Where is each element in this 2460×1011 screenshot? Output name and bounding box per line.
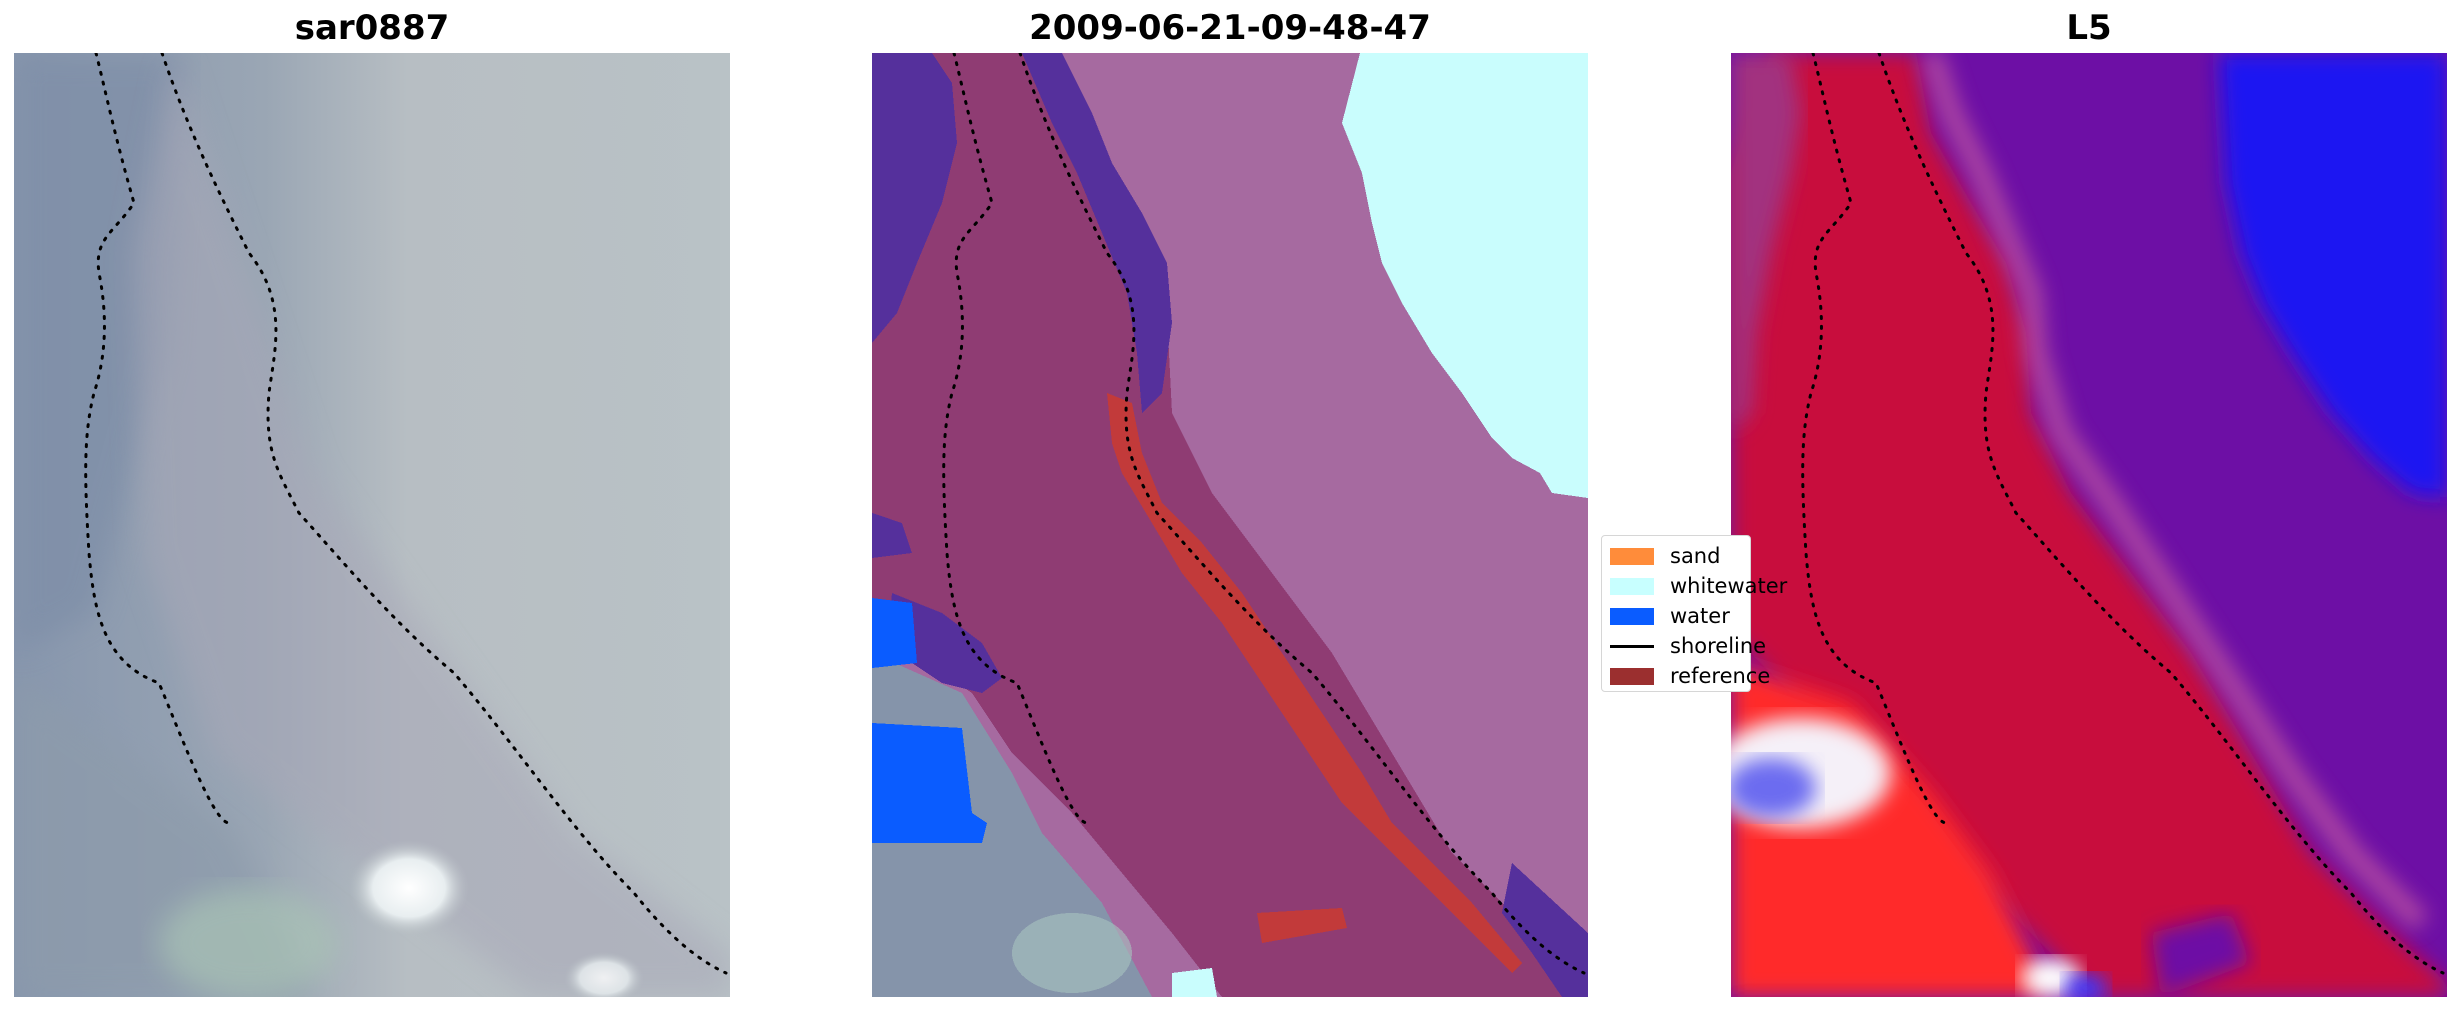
legend-label: reference	[1670, 664, 1771, 688]
reference-line	[1107, 393, 1522, 973]
legend-swatch-reference	[1610, 667, 1654, 685]
legend-item-whitewater: whitewater	[1610, 574, 1787, 598]
panel-title-left: sar0887	[294, 8, 450, 48]
legend-label: shoreline	[1670, 634, 1767, 658]
legend-item-sand: sand	[1610, 544, 1720, 568]
panel-title-middle: 2009-06-21-09-48-47	[1029, 8, 1431, 48]
shoreline-inner	[84, 53, 231, 825]
classified-image-panel	[872, 53, 1588, 997]
legend-swatch-whitewater	[1610, 577, 1654, 595]
legend-swatch-shoreline	[1610, 644, 1654, 648]
index-map-panel	[1731, 53, 2447, 997]
beach-band	[872, 53, 1588, 997]
satellite-image-panel	[14, 53, 730, 997]
legend-swatch-water	[1610, 607, 1654, 625]
panel-title-right: L5	[2066, 8, 2112, 48]
classified-image	[872, 53, 1588, 997]
legend-swatch-sand	[1610, 547, 1654, 565]
whitewater-region	[1342, 53, 1588, 498]
legend-item-water: water	[1610, 604, 1730, 628]
edge-pixels	[872, 53, 957, 343]
legend-item-reference: reference	[1610, 664, 1770, 688]
legend-label: sand	[1670, 544, 1721, 568]
satellite-image	[14, 53, 730, 997]
legend: sand whitewater water shoreline reference	[1601, 535, 1787, 692]
index-map	[1731, 53, 2447, 997]
legend-label: whitewater	[1670, 574, 1788, 598]
legend-item-shoreline: shoreline	[1610, 634, 1766, 658]
water-region	[872, 598, 917, 668]
legend-label: water	[1670, 604, 1730, 628]
shoreline-outer	[160, 53, 728, 975]
